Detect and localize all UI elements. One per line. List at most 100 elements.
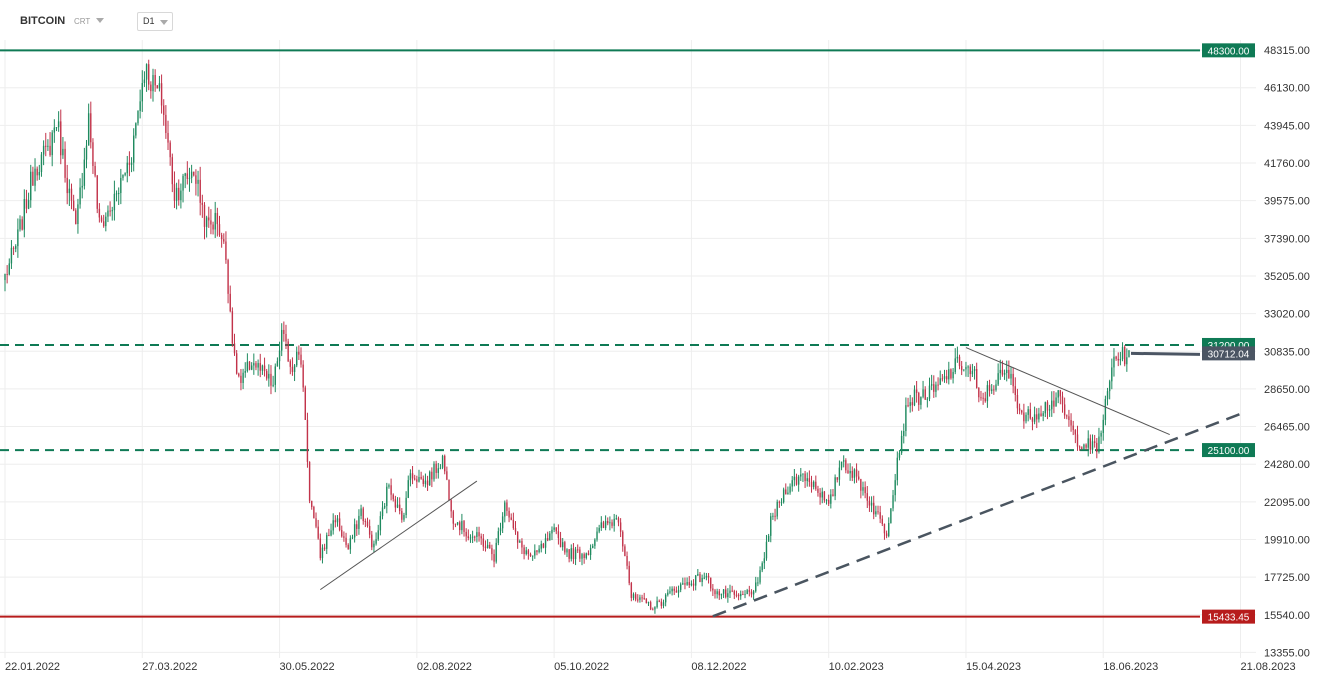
candle-body: [1100, 432, 1102, 437]
candle-body: [377, 530, 379, 540]
candle-body: [130, 162, 133, 165]
candle-body: [467, 536, 470, 539]
candle-body: [658, 600, 660, 602]
trendline-dashed: [712, 412, 1241, 618]
candle-body: [444, 455, 446, 472]
trendline: [320, 480, 478, 591]
candle-body: [1023, 412, 1025, 422]
candle-body: [759, 570, 761, 583]
candle-body: [15, 246, 17, 249]
candle-body: [703, 577, 705, 579]
candle-body: [862, 487, 864, 491]
candle-body: [214, 212, 216, 230]
candle-body: [383, 506, 386, 508]
candle-body: [334, 520, 337, 523]
candle-body: [476, 532, 478, 537]
candle-body: [1072, 425, 1074, 431]
candle-body: [375, 539, 377, 544]
candle-body: [60, 121, 62, 156]
candle-body: [433, 463, 435, 480]
candle-body: [566, 549, 568, 553]
candle-body: [102, 221, 105, 227]
candle-body: [952, 371, 954, 379]
candle-body: [649, 602, 652, 610]
candle-body: [156, 85, 158, 89]
candle-body: [1031, 418, 1034, 422]
candle-body: [265, 371, 268, 379]
candle-body: [725, 589, 727, 598]
candle-body: [1051, 400, 1053, 410]
candle-body: [699, 573, 701, 582]
y-tick-label: 46130.00: [1264, 83, 1310, 95]
candle-body: [836, 477, 838, 480]
candle-body: [819, 492, 821, 498]
candle-body: [767, 535, 770, 542]
candle-body: [504, 502, 506, 517]
candle-body: [701, 577, 703, 582]
candle-body: [216, 212, 219, 225]
candle-body: [707, 575, 710, 578]
candle-body: [1027, 409, 1029, 415]
y-tick-label: 13355.00: [1264, 647, 1310, 659]
y-tick-label: 48315.00: [1264, 45, 1310, 57]
candle-body: [562, 542, 564, 548]
candle-body: [748, 590, 751, 592]
candle-body: [615, 518, 618, 520]
candle-body: [403, 515, 405, 520]
candle-body: [302, 364, 304, 388]
candle-body: [201, 202, 204, 205]
candle-body: [186, 173, 189, 179]
candle-body: [398, 504, 401, 511]
candle-body: [296, 351, 298, 366]
candle-body: [885, 533, 888, 537]
candle-body: [431, 471, 433, 480]
candle-body: [810, 481, 813, 487]
candle-body: [371, 534, 373, 548]
candle-body: [662, 602, 665, 606]
candle-body: [358, 515, 360, 529]
candle-body: [154, 75, 156, 86]
timeframe-selector[interactable]: D1: [137, 12, 173, 31]
candle-body: [697, 573, 699, 576]
candle-body: [669, 591, 671, 593]
candle-body: [1001, 369, 1004, 375]
candle-body: [727, 593, 729, 598]
candle-body: [238, 373, 240, 376]
candle-body: [1074, 430, 1077, 435]
candle-body: [604, 521, 607, 529]
candle-body: [137, 111, 139, 124]
candle-body: [529, 554, 532, 557]
candle-body: [838, 467, 841, 480]
candle-body: [840, 461, 843, 468]
candle-body: [915, 389, 918, 393]
y-tick-label: 39575.00: [1264, 196, 1310, 208]
candle-body: [722, 589, 725, 594]
candle-body: [12, 247, 15, 249]
candle-body: [117, 193, 120, 195]
candle-body: [958, 356, 961, 367]
candle-body: [847, 470, 849, 474]
symbol-label: BITCOIN: [20, 15, 66, 27]
candle-body: [338, 518, 341, 530]
candle-body: [482, 538, 485, 547]
candle-body: [948, 369, 950, 380]
candle-body: [909, 402, 911, 406]
crt-selector[interactable]: CRT: [74, 17, 91, 26]
candle-body: [413, 478, 416, 480]
price-axis: 48315.00 46130.00 43945.00 41760.00 39575.00…: [1264, 45, 1310, 659]
candle-body: [1036, 414, 1038, 420]
level-price-label: 25100.00: [1208, 446, 1250, 457]
candle-body: [1057, 390, 1059, 398]
candle-body: [519, 541, 521, 543]
candle-body: [113, 193, 116, 211]
candle-body: [637, 599, 639, 601]
candle-body: [255, 363, 257, 368]
candle-body: [429, 471, 431, 486]
candle-body: [326, 535, 328, 549]
candle-body: [259, 363, 261, 371]
crt-chevron-down-icon[interactable]: [96, 18, 104, 23]
candle-body: [231, 311, 234, 344]
candle-body: [1108, 381, 1111, 392]
candle-body: [304, 387, 306, 420]
